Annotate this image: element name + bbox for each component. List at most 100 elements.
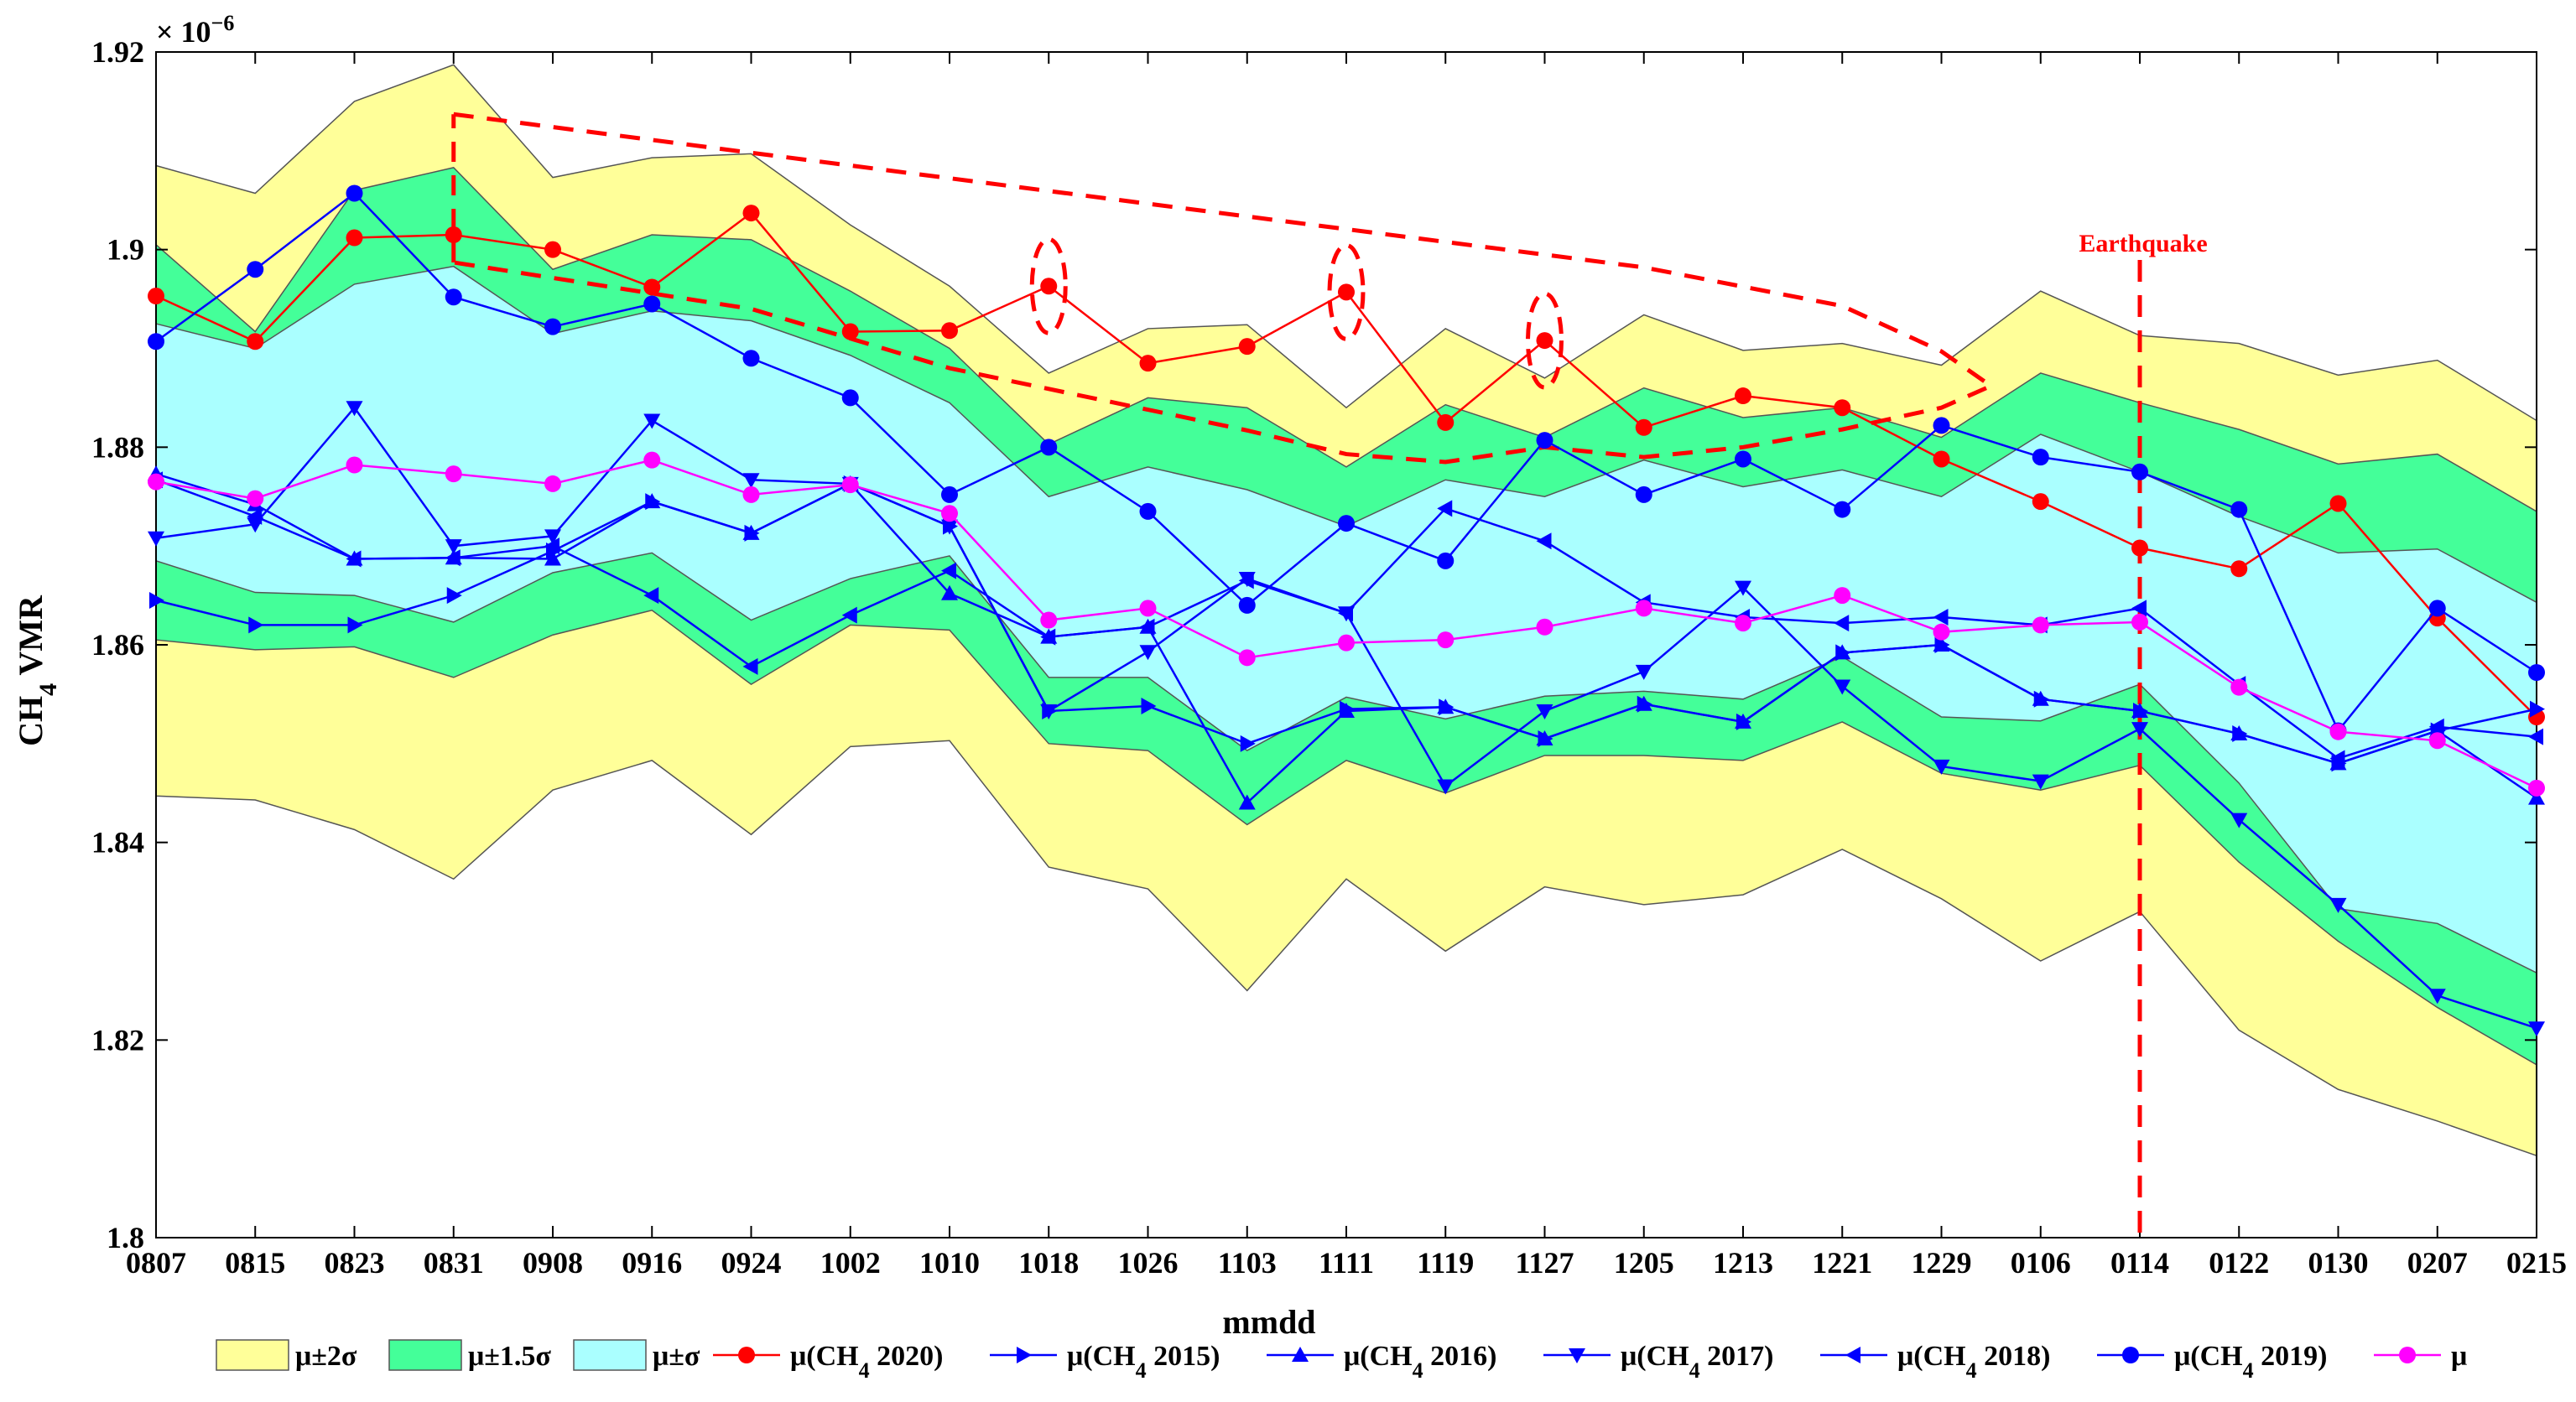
data-point [445,288,462,306]
data-point [445,226,462,243]
data-point [643,587,659,605]
data-point [1834,615,1850,632]
data-point [742,524,760,540]
x-tick-label: 0916 [622,1246,682,1280]
anomaly-ellipse [1327,242,1366,341]
axes-frame [155,51,2537,1238]
series-5 [148,184,2545,740]
data-point [1238,649,1256,667]
data-point [1834,501,1851,518]
legend-label: μ [2451,1341,2467,1372]
data-point [742,205,760,222]
legend-label: μ(CH4 2018) [1897,1341,2050,1383]
x-tick-label: 0908 [523,1246,583,1280]
data-point [941,505,958,522]
data-point [248,616,264,634]
data-point [1040,278,1058,295]
y-axis-label: CH4 VMR [12,595,62,746]
data-point [1735,615,1751,632]
earthquake-label: Earthquake [2079,230,2207,257]
data-point [347,616,363,634]
legend-swatch [216,1339,289,1371]
data-point [148,531,164,547]
data-point [2528,1021,2545,1037]
data-point [346,229,363,247]
series-lines [148,184,2545,1037]
legend-marker [1292,1347,1309,1362]
series-4 [148,471,2543,767]
data-point [1735,450,1751,468]
data-point [1338,634,1355,652]
legend-marker [2399,1347,2416,1363]
data-point [2230,501,2248,518]
legend-label: μ±1.5σ [468,1341,551,1372]
data-point [346,550,362,568]
data-point [1040,628,1056,646]
data-point [1338,515,1355,532]
data-point [1536,618,1553,636]
data-point [2131,600,2147,617]
x-tick-label: 1103 [1218,1246,1277,1280]
data-point [1141,698,1157,715]
anomaly-ellipse [1029,236,1068,335]
data-point [1238,794,1256,810]
x-tick-label: 0831 [424,1246,484,1280]
x-tick-label: 0823 [325,1246,385,1280]
y-tick-label: 1.88 [91,430,144,464]
series-0 [148,205,2545,726]
data-point [1536,704,1553,719]
data-point [1635,695,1652,711]
data-point [1834,399,1851,417]
data-point [445,465,462,483]
data-point [742,657,758,675]
data-point [544,537,559,555]
data-point [1437,552,1455,569]
x-tick-label: 0106 [2011,1246,2071,1280]
y-tick-label: 1.86 [91,628,144,662]
legend-swatch [573,1339,647,1371]
data-point [2032,774,2049,790]
data-point [1735,580,1751,596]
x-tick-label: 1018 [1018,1246,1079,1280]
data-point [2329,723,2347,740]
data-point [1238,596,1256,614]
x-tick-label: 1205 [1614,1246,1674,1280]
data-point [1040,611,1058,629]
data-point [742,350,760,367]
data-point [2528,728,2543,745]
x-tick-label: 1111 [1319,1246,1374,1280]
legend-marker [1017,1347,1032,1363]
data-point [2032,690,2049,706]
data-point [148,473,164,491]
legend-marker [2122,1347,2139,1363]
data-point [544,529,561,545]
data-point [742,486,760,503]
data-point [346,401,363,417]
x-tick-label: 0207 [2407,1246,2468,1280]
data-point [544,475,561,492]
x-tick-label: 1119 [1417,1246,1474,1280]
data-point [2329,750,2345,767]
legend-label: μ(CH4 2016) [1344,1341,1496,1383]
data-point [841,389,859,407]
data-point [247,490,264,507]
legend-label: μ(CH4 2020) [790,1341,943,1383]
data-point [1139,600,1157,617]
data-point [1238,338,1256,356]
data-point [2032,616,2049,634]
data-point [1139,618,1155,636]
legend-label: μ(CH4 2019) [2174,1341,2327,1383]
data-point [2428,718,2444,735]
data-point [446,587,462,605]
x-tick-label: 1213 [1713,1246,1773,1280]
x-tick-label: 1002 [820,1246,881,1280]
data-point [1933,623,1950,641]
x-tick-label: 0924 [721,1246,782,1280]
data-point [1238,572,1254,589]
x-tick-label: 0807 [126,1246,186,1280]
data-point [2530,700,2545,718]
data-point [1338,702,1355,718]
x-tick-label: 1026 [1118,1246,1179,1280]
data-point [2428,989,2446,1005]
data-point [1635,600,1652,617]
